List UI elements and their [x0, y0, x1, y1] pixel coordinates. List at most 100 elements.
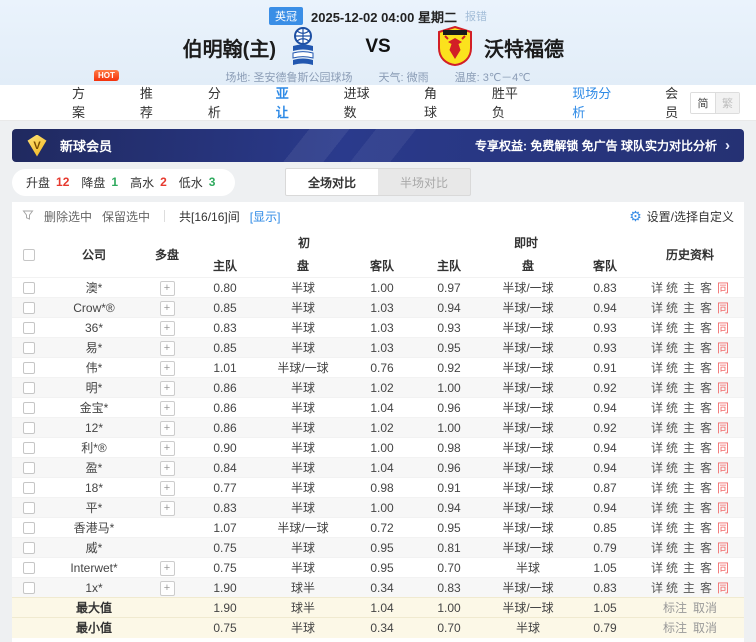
history-stats-link[interactable]: 统: [666, 421, 679, 435]
tab-full-match[interactable]: 全场对比: [286, 169, 378, 195]
row-checkbox[interactable]: [23, 382, 35, 395]
history-home-link[interactable]: 主: [683, 581, 696, 595]
history-home-link[interactable]: 主: [683, 561, 696, 575]
add-odds-button[interactable]: +: [159, 400, 175, 416]
cancel-link[interactable]: 取消: [693, 621, 718, 636]
history-stats-link[interactable]: 统: [666, 361, 679, 375]
delete-selected-button[interactable]: 删除选中: [44, 209, 93, 224]
company-name[interactable]: 18*: [84, 480, 104, 495]
history-home-link[interactable]: 主: [683, 341, 696, 355]
history-detail-link[interactable]: 详: [650, 521, 663, 535]
nav-item-recommend[interactable]: 推荐: [139, 86, 153, 120]
history-same-link[interactable]: 同: [717, 421, 730, 435]
history-same-link[interactable]: 同: [717, 401, 730, 415]
add-odds-button[interactable]: +: [159, 500, 175, 516]
row-checkbox[interactable]: [23, 462, 35, 475]
history-stats-link[interactable]: 统: [666, 481, 679, 495]
add-odds-button[interactable]: +: [159, 280, 175, 296]
history-same-link[interactable]: 同: [717, 481, 730, 495]
row-checkbox[interactable]: [23, 502, 35, 515]
history-away-link[interactable]: 客: [700, 541, 713, 555]
history-detail-link[interactable]: 详: [650, 561, 663, 575]
history-same-link[interactable]: 同: [717, 301, 730, 315]
history-away-link[interactable]: 客: [700, 341, 713, 355]
tab-half-match[interactable]: 半场对比: [399, 175, 448, 190]
settings-button[interactable]: ⚙ 设置/选择自定义: [629, 208, 734, 225]
row-checkbox[interactable]: [23, 342, 35, 355]
history-away-link[interactable]: 客: [700, 561, 713, 575]
history-same-link[interactable]: 同: [717, 441, 730, 455]
history-away-link[interactable]: 客: [700, 581, 713, 595]
add-odds-button[interactable]: +: [159, 420, 175, 436]
history-away-link[interactable]: 客: [700, 521, 713, 535]
history-detail-link[interactable]: 详: [650, 281, 663, 295]
mark-link[interactable]: 标注: [663, 601, 688, 615]
company-name[interactable]: 平*: [85, 501, 103, 515]
cancel-link[interactable]: 取消: [693, 601, 718, 615]
history-stats-link[interactable]: 统: [666, 441, 679, 455]
vip-benefits-link[interactable]: 专享权益: 免费解锁 免广告 球队实力对比分析 ›: [475, 137, 730, 154]
history-stats-link[interactable]: 统: [666, 321, 679, 335]
history-away-link[interactable]: 客: [700, 461, 713, 475]
history-home-link[interactable]: 主: [683, 301, 696, 315]
history-home-link[interactable]: 主: [683, 321, 696, 335]
mark-link[interactable]: 标注: [663, 621, 688, 636]
add-odds-button[interactable]: +: [159, 320, 175, 336]
add-odds-button[interactable]: +: [159, 360, 175, 376]
add-odds-button[interactable]: +: [159, 480, 175, 496]
add-odds-button[interactable]: +: [159, 560, 175, 576]
company-name[interactable]: Crow*®: [73, 300, 115, 315]
vip-banner[interactable]: V 新球会员 专享权益: 免费解锁 免广告 球队实力对比分析 ›: [12, 129, 744, 162]
history-detail-link[interactable]: 详: [650, 301, 663, 315]
history-same-link[interactable]: 同: [717, 361, 730, 375]
history-away-link[interactable]: 客: [700, 381, 713, 395]
history-away-link[interactable]: 客: [700, 401, 713, 415]
add-odds-button[interactable]: +: [159, 580, 175, 596]
history-detail-link[interactable]: 详: [650, 341, 663, 355]
row-checkbox[interactable]: [23, 362, 35, 375]
row-checkbox[interactable]: [23, 482, 35, 495]
history-home-link[interactable]: 主: [683, 401, 696, 415]
nav-item-asian-handicap[interactable]: 亚让: [275, 74, 301, 131]
company-name[interactable]: 威*: [85, 541, 103, 555]
history-home-link[interactable]: 主: [683, 281, 696, 295]
history-same-link[interactable]: 同: [717, 501, 730, 515]
history-same-link[interactable]: 同: [717, 461, 730, 475]
history-away-link[interactable]: 客: [700, 441, 713, 455]
row-checkbox[interactable]: [23, 402, 35, 415]
company-name[interactable]: Interwet*: [70, 560, 118, 575]
history-stats-link[interactable]: 统: [666, 301, 679, 315]
history-away-link[interactable]: 客: [700, 301, 713, 315]
history-away-link[interactable]: 客: [700, 361, 713, 375]
history-stats-link[interactable]: 统: [666, 521, 679, 535]
add-odds-button[interactable]: +: [159, 340, 175, 356]
row-checkbox[interactable]: [23, 542, 35, 555]
row-checkbox[interactable]: [23, 442, 35, 455]
history-detail-link[interactable]: 详: [650, 481, 663, 495]
company-name[interactable]: 利*®: [81, 441, 107, 455]
history-stats-link[interactable]: 统: [666, 541, 679, 555]
keep-selected-button[interactable]: 保留选中: [102, 209, 151, 224]
history-detail-link[interactable]: 详: [650, 501, 663, 515]
history-stats-link[interactable]: 统: [666, 561, 679, 575]
lang-simplified-button[interactable]: 简: [691, 92, 715, 113]
history-detail-link[interactable]: 详: [650, 321, 663, 335]
nav-item-analysis[interactable]: 分析: [207, 86, 221, 120]
row-checkbox[interactable]: [23, 302, 35, 315]
history-home-link[interactable]: 主: [683, 421, 696, 435]
history-home-link[interactable]: 主: [683, 541, 696, 555]
add-odds-button[interactable]: +: [159, 380, 175, 396]
history-home-link[interactable]: 主: [683, 521, 696, 535]
row-checkbox[interactable]: [23, 562, 35, 575]
history-same-link[interactable]: 同: [717, 581, 730, 595]
history-home-link[interactable]: 主: [683, 361, 696, 375]
history-same-link[interactable]: 同: [717, 321, 730, 335]
history-detail-link[interactable]: 详: [650, 541, 663, 555]
company-name[interactable]: 澳*: [85, 281, 103, 295]
show-link[interactable]: [显示]: [249, 209, 281, 224]
company-name[interactable]: 12*: [84, 420, 104, 435]
history-away-link[interactable]: 客: [700, 321, 713, 335]
company-name[interactable]: 易*: [85, 341, 103, 355]
company-name[interactable]: 1x*: [85, 580, 103, 595]
report-error-link[interactable]: 报错: [464, 11, 487, 23]
